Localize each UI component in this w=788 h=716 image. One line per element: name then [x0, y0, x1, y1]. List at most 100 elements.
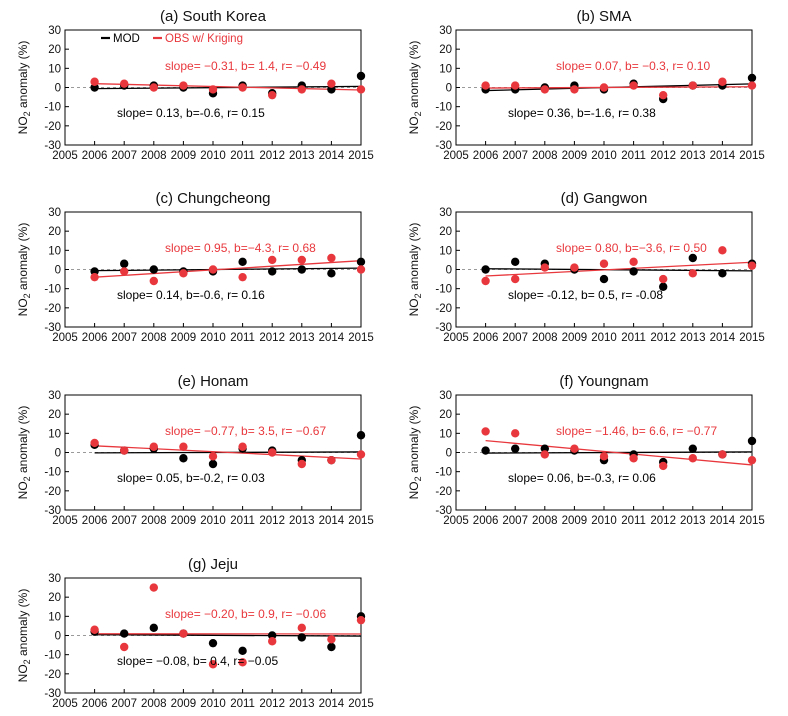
x-tick-label: 2005 [443, 515, 469, 527]
obs-point [208, 265, 218, 274]
x-tick-label: 2006 [82, 332, 108, 344]
obs-point [688, 81, 697, 90]
mod-point [238, 646, 247, 656]
x-tick-label: 2007 [502, 332, 528, 344]
legend-label: MOD [113, 33, 140, 45]
obs-point [481, 276, 490, 286]
x-tick-label: 2015 [348, 150, 374, 162]
x-tick-label: 2007 [111, 332, 137, 344]
x-tick-label: 2007 [111, 150, 137, 162]
y-label-subscript: 2 [22, 111, 32, 116]
x-tick-label: 2006 [82, 150, 108, 162]
x-tick-label: 2015 [348, 698, 374, 710]
mod-trend-line [94, 634, 362, 637]
y-tick-label: -20 [44, 486, 61, 498]
y-axis-label: NO2 anomaly (%) [16, 223, 32, 317]
x-tick-label: 2009 [562, 515, 588, 527]
x-tick-label: 2010 [200, 332, 226, 344]
obs-point [688, 454, 697, 463]
x-tick-label: 2008 [141, 150, 167, 162]
y-tick-label: 30 [48, 390, 61, 402]
y-axis-label: NO2 anomaly (%) [407, 41, 423, 135]
obs-point [718, 246, 727, 255]
y-label-suffix: anomaly (%) [16, 589, 30, 660]
obs-point [238, 83, 247, 92]
obs-point [179, 269, 188, 278]
mod-stats-annotation: slope= −0.08, b= 0.4, r= −0.05 [117, 654, 278, 668]
mod-point [688, 444, 697, 453]
obs-point [149, 583, 158, 592]
x-tick-label: 2007 [502, 515, 528, 527]
obs-point [327, 635, 336, 644]
x-tick-label: 2010 [200, 515, 226, 527]
obs-point [238, 272, 247, 282]
y-tick-label: 30 [439, 390, 452, 402]
mod-point [747, 73, 757, 83]
legend: MOD OBS w/ Kriging [101, 33, 243, 45]
obs-point [570, 444, 579, 453]
obs-point [599, 452, 609, 461]
mod-point [747, 436, 757, 446]
y-tick-label: 20 [439, 226, 452, 238]
y-tick-label: -10 [44, 102, 61, 114]
obs-trend-line [94, 83, 362, 91]
obs-point [540, 263, 549, 272]
y-tick-label: -30 [44, 140, 61, 152]
x-tick-label: 2013 [289, 698, 315, 710]
x-tick-label: 2011 [230, 515, 255, 527]
x-tick-label: 2014 [319, 698, 345, 710]
x-tick-label: 2008 [141, 515, 167, 527]
x-tick-label: 2014 [710, 332, 736, 344]
x-tick-label: 2011 [621, 515, 646, 527]
obs-point [599, 259, 609, 268]
obs-point [540, 85, 549, 94]
mod-point [208, 459, 218, 469]
mod-point [90, 267, 99, 276]
y-tick-label: 10 [439, 245, 452, 257]
obs-point [511, 274, 520, 284]
obs-point [570, 85, 579, 94]
x-tick-label: 2009 [171, 515, 197, 527]
x-tick-label: 2009 [562, 332, 588, 344]
obs-point [327, 253, 336, 263]
y-label-suffix: anomaly (%) [16, 223, 30, 294]
y-tick-label: 30 [439, 25, 452, 37]
y-label-subscript: 2 [22, 476, 32, 481]
mod-stats-annotation: slope= 0.36, b=-1.6, r= 0.38 [508, 106, 656, 120]
obs-point [149, 83, 158, 92]
obs-point [718, 77, 727, 86]
panel-title: (f) Youngnam [559, 373, 648, 390]
x-tick-label: 2009 [171, 150, 197, 162]
obs-point [149, 276, 158, 286]
y-tick-label: -30 [435, 322, 452, 334]
x-tick-label: 2012 [259, 150, 285, 162]
obs-point [327, 455, 336, 465]
panel-title: (g) Jeju [188, 556, 238, 573]
obs-point [268, 255, 277, 265]
y-tick-label: -20 [44, 303, 61, 315]
x-tick-label: 2009 [171, 332, 197, 344]
x-tick-label: 2011 [230, 698, 255, 710]
y-tick-label: -20 [44, 669, 61, 681]
x-tick-label: 2012 [650, 150, 676, 162]
y-tick-label: -10 [435, 102, 452, 114]
x-tick-label: 2013 [680, 332, 706, 344]
obs-point [179, 81, 188, 90]
y-tick-label: 20 [48, 44, 61, 56]
obs-point [90, 77, 99, 86]
obs-point [297, 85, 306, 94]
y-tick-label: 20 [48, 226, 61, 238]
mod-point [327, 269, 336, 278]
mod-stats-annotation: slope= 0.14, b=-0.6, r= 0.16 [117, 288, 265, 302]
obs-stats-annotation: slope= 0.95, b=−4.3, r= 0.68 [165, 241, 316, 255]
mod-point [356, 257, 366, 267]
obs-point [747, 81, 757, 90]
mod-point [718, 269, 727, 278]
x-tick-label: 2015 [348, 332, 374, 344]
x-tick-label: 2009 [171, 698, 197, 710]
mod-point [356, 431, 366, 440]
x-tick-label: 2013 [289, 332, 315, 344]
obs-stats-annotation: slope= −1.46, b= 6.6, r= −0.77 [556, 424, 717, 438]
y-tick-label: -20 [44, 121, 61, 133]
